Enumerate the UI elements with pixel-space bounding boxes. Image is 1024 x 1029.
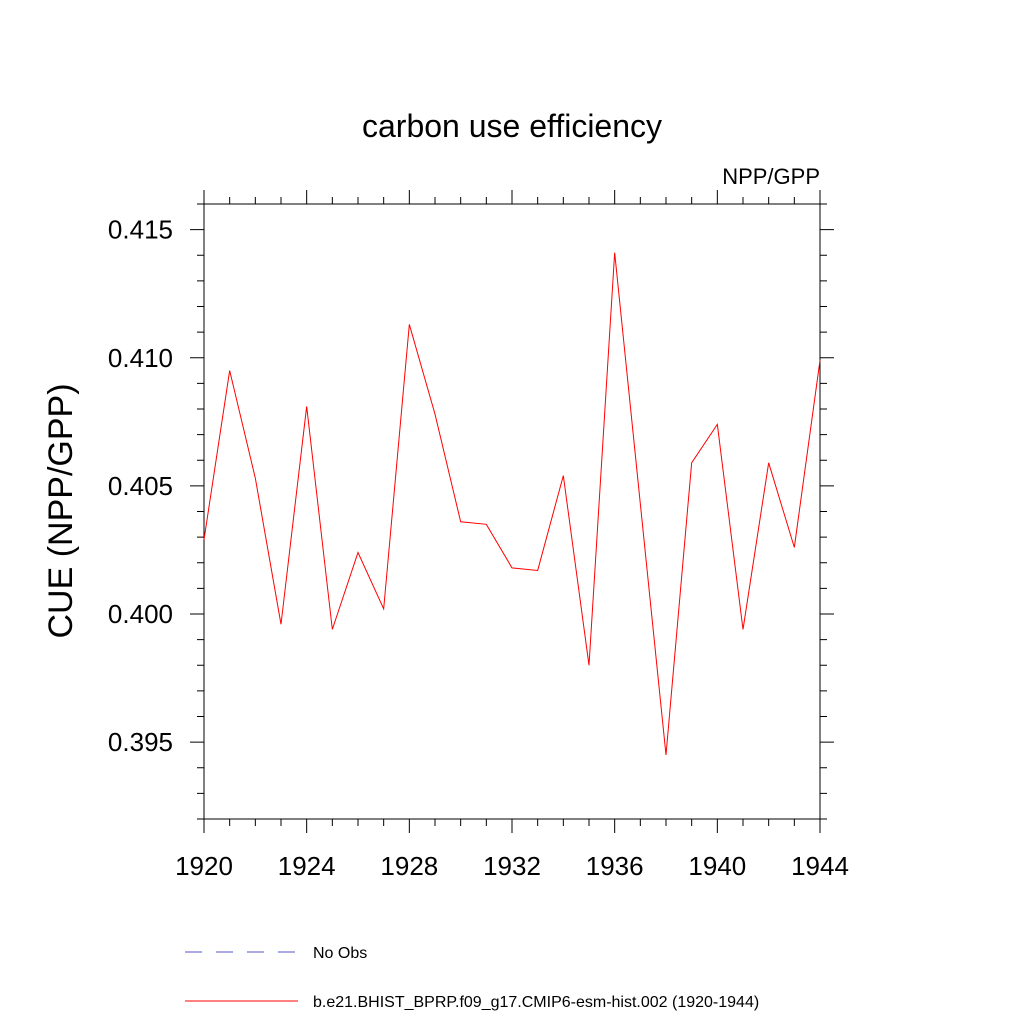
y-tick-label: 0.395 (108, 727, 173, 757)
legend: No Obs b.e21.BHIST_BPRP.f09_g17.CMIP6-esm… (185, 945, 759, 1011)
y-tick-label: 0.415 (108, 215, 173, 245)
axis-ticks: 1920 1924 1928 1932 1936 1940 1944 0.395 0.400 0.… (108, 190, 849, 881)
series-line (203, 252, 821, 755)
y-tick-label: 0.410 (108, 343, 173, 373)
plot-area-frame (203, 203, 821, 820)
legend-label: b.e21.BHIST_BPRP.f09_g17.CMIP6-esm-hist.… (313, 994, 759, 1011)
data-series (203, 252, 821, 755)
x-tick-label: 1924 (278, 851, 336, 881)
chart-subtitle: NPP/GPP (722, 164, 820, 189)
y-tick-label: 0.405 (108, 471, 173, 501)
x-tick-label: 1936 (586, 851, 644, 881)
y-tick-label: 0.400 (108, 599, 173, 629)
chart-title: carbon use efficiency (362, 108, 662, 144)
x-tick-label: 1944 (791, 851, 849, 881)
x-tick-label: 1920 (175, 851, 233, 881)
x-tick-label: 1928 (380, 851, 438, 881)
x-tick-label: 1940 (688, 851, 746, 881)
x-tick-label: 1932 (483, 851, 541, 881)
y-axis-label: CUE (NPP/GPP) (42, 383, 80, 638)
legend-label: No Obs (313, 945, 367, 962)
